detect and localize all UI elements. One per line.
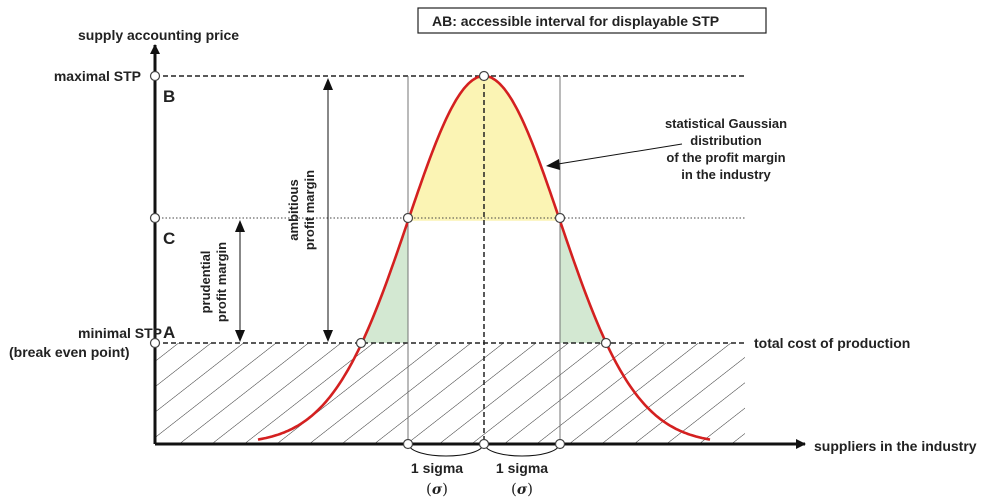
svg-text:(σ): (σ) (511, 480, 533, 498)
svg-text:statistical Gaussian: statistical Gaussian (665, 116, 787, 131)
prudential-margin-label: prudential profit margin (198, 242, 229, 322)
svg-text:in the industry: in the industry (681, 167, 771, 182)
left-tail-fill (361, 221, 408, 343)
left-sigma-bracket (407, 443, 485, 457)
gauss-annotation: statistical Gaussian distribution of the… (665, 116, 787, 182)
svg-text:ambitious: ambitious (286, 179, 301, 240)
left-sigma-marker (402, 212, 414, 224)
right-cost-marker (600, 337, 612, 349)
svg-text:of the profit margin: of the profit margin (666, 150, 785, 165)
break-even-label: (break even point) (9, 344, 130, 360)
left-sigma-base-marker (402, 438, 414, 450)
axis-marker-b (149, 70, 161, 82)
y-axis-label: supply accounting price (78, 27, 239, 43)
ambitious-margin-label: ambitious profit margin (286, 170, 317, 250)
axis-marker-a (149, 337, 161, 349)
right-sigma-base-marker (554, 438, 566, 450)
letter-c: C (163, 229, 175, 248)
svg-text:(σ): (σ) (426, 480, 448, 498)
minimal-stp-label: minimal STP (78, 325, 162, 341)
right-sigma-marker (554, 212, 566, 224)
point-markers (149, 70, 612, 450)
legend-text: AB: accessible interval for displayable … (432, 13, 719, 29)
svg-text:profit margin: profit margin (214, 242, 229, 322)
svg-text:1 sigma: 1 sigma (411, 460, 463, 476)
mean-base-marker (478, 438, 490, 450)
right-tail-fill (560, 220, 607, 343)
svg-text:prudential: prudential (198, 251, 213, 314)
total-cost-label: total cost of production (754, 335, 910, 351)
maximal-stp-label: maximal STP (54, 68, 141, 84)
sigma-symbol: σ (432, 482, 443, 498)
letter-a: A (163, 323, 175, 342)
legend-box: AB: accessible interval for displayable … (417, 7, 767, 34)
svg-text:1 sigma: 1 sigma (496, 460, 548, 476)
cost-hatched-area (155, 343, 745, 444)
prudential-margin-arrow (235, 220, 245, 342)
ambitious-margin-arrow (323, 78, 333, 342)
peak-marker (478, 70, 490, 82)
letter-b: B (163, 87, 175, 106)
right-sigma-bracket (483, 443, 561, 457)
svg-text:profit margin: profit margin (302, 170, 317, 250)
left-cost-marker (355, 337, 367, 349)
left-sigma-label: 1 sigma (σ) (411, 460, 463, 498)
gauss-annotation-arrow (546, 143, 683, 170)
x-axis-label: suppliers in the industry (814, 438, 977, 454)
axis-marker-c (149, 212, 161, 224)
right-sigma-label: 1 sigma (σ) (496, 460, 548, 498)
svg-text:distribution: distribution (690, 133, 762, 148)
sigma-symbol: σ (517, 482, 528, 498)
